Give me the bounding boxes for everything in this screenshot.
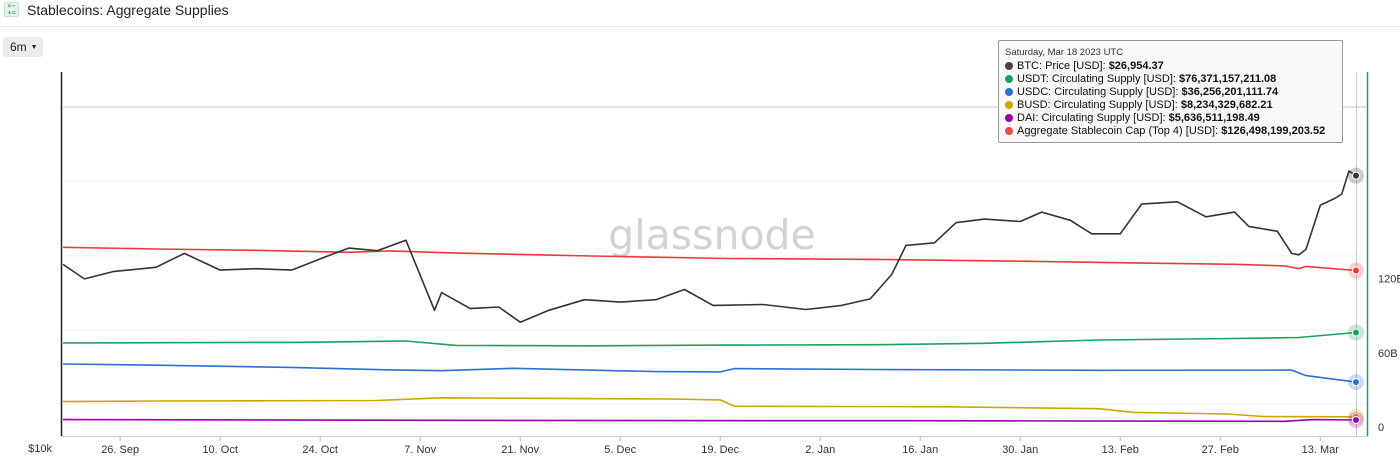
tooltip-row-btc: BTC: Price [USD]: $26,954.37 bbox=[1005, 60, 1336, 73]
series-line-btc bbox=[62, 170, 1357, 323]
right-axis-tick-label: 120B bbox=[1378, 274, 1400, 286]
tooltip-label: USDT: Circulating Supply [USD]: bbox=[1017, 73, 1176, 85]
right-axis-tick-label: 0 bbox=[1378, 422, 1384, 434]
tooltip-row-usdt: USDT: Circulating Supply [USD]: $76,371,… bbox=[1005, 73, 1336, 86]
hover-marker-usdc bbox=[1352, 378, 1360, 387]
hover-marker-usdt bbox=[1352, 328, 1360, 337]
x-tick-label: 26. Sep bbox=[101, 444, 139, 456]
x-axis-ticks: 26. Sep 10. Oct 24. Oct 7. Nov 21. Nov 5. Dec… bbox=[101, 436, 1339, 456]
caret-down-icon: ▼ bbox=[30, 44, 38, 51]
tooltip-label: BUSD: Circulating Supply [USD]: bbox=[1017, 99, 1178, 111]
legend-dot-icon bbox=[1005, 75, 1013, 83]
x-tick-label: 13. Feb bbox=[1102, 444, 1139, 456]
x-tick-label: 7. Nov bbox=[404, 444, 436, 456]
page-title: Stablecoins: Aggregate Supplies bbox=[27, 2, 229, 18]
x-tick-label: 16. Jan bbox=[902, 444, 938, 456]
tooltip-value: $76,371,157,211.08 bbox=[1179, 73, 1277, 85]
time-range-label: 6m bbox=[10, 40, 27, 54]
x-tick-label: 5. Dec bbox=[604, 444, 636, 456]
series-line-dai bbox=[62, 418, 1357, 423]
hover-marker-aggregate bbox=[1352, 266, 1360, 275]
x-tick-label: 2. Jan bbox=[805, 444, 835, 456]
hover-marker-btc bbox=[1352, 171, 1360, 180]
hover-marker-dai bbox=[1352, 416, 1360, 425]
legend-dot-icon bbox=[1005, 88, 1013, 96]
tooltip-value: $5,636,511,198.49 bbox=[1168, 112, 1260, 124]
tooltip-value: $8,234,329,682.21 bbox=[1180, 99, 1273, 111]
series-line-usdc bbox=[62, 363, 1357, 383]
header: ×− += Stablecoins: Aggregate Supplies bbox=[0, 0, 1400, 26]
x-tick-label: 30. Jan bbox=[1002, 444, 1038, 456]
series-line-usdt bbox=[62, 331, 1357, 347]
tooltip-row-usdc: USDC: Circulating Supply [USD]: $36,256,… bbox=[1005, 86, 1336, 99]
tooltip-label: DAI: Circulating Supply [USD]: bbox=[1017, 112, 1166, 124]
legend-dot-icon bbox=[1005, 101, 1013, 109]
legend-dot-icon bbox=[1005, 62, 1013, 70]
x-tick-label: 10. Oct bbox=[202, 444, 237, 456]
tooltip-row-dai: DAI: Circulating Supply [USD]: $5,636,51… bbox=[1005, 112, 1336, 125]
series-line-aggregate bbox=[62, 246, 1357, 272]
x-tick-label: 19. Dec bbox=[701, 444, 739, 456]
y-axis-ticks: $10k 120B 60B 0 bbox=[28, 274, 1400, 455]
watermark: glassnode bbox=[608, 211, 816, 259]
legend-dot-icon bbox=[1005, 127, 1013, 135]
header-divider bbox=[0, 26, 1400, 27]
tooltip-value: $26,954.37 bbox=[1108, 60, 1164, 72]
series-line-busd bbox=[62, 397, 1357, 418]
tooltip-label: USDC: Circulating Supply [USD]: bbox=[1017, 86, 1179, 98]
x-tick-label: 13. Mar bbox=[1302, 444, 1340, 456]
hover-markers bbox=[1348, 167, 1364, 429]
legend-dot-icon bbox=[1005, 114, 1013, 122]
tooltip-label: Aggregate Stablecoin Cap (Top 4) [USD]: bbox=[1017, 125, 1219, 137]
x-tick-label: 21. Nov bbox=[501, 444, 539, 456]
tooltip-label: BTC: Price [USD]: bbox=[1017, 60, 1106, 72]
tooltip-date: Saturday, Mar 18 2023 UTC bbox=[1005, 47, 1124, 58]
tooltip-row-aggregate: Aggregate Stablecoin Cap (Top 4) [USD]: … bbox=[1005, 125, 1336, 138]
right-axis-tick-label: 60B bbox=[1378, 348, 1398, 360]
left-axis-tick-label: $10k bbox=[28, 443, 52, 455]
x-tick-label: 24. Oct bbox=[302, 444, 337, 456]
chart-app-icon: ×− += bbox=[4, 2, 19, 17]
tooltip-value: $36,256,201,111.74 bbox=[1181, 86, 1279, 98]
time-range-dropdown[interactable]: 6m ▼ bbox=[3, 37, 43, 57]
tooltip-row-busd: BUSD: Circulating Supply [USD]: $8,234,3… bbox=[1005, 99, 1336, 112]
tooltip-value: $126,498,199,203.52 bbox=[1221, 125, 1326, 137]
series-layer bbox=[62, 170, 1357, 423]
x-tick-label: 27. Feb bbox=[1202, 444, 1239, 456]
hover-tooltip: Saturday, Mar 18 2023 UTC BTC: Price [US… bbox=[998, 40, 1343, 143]
